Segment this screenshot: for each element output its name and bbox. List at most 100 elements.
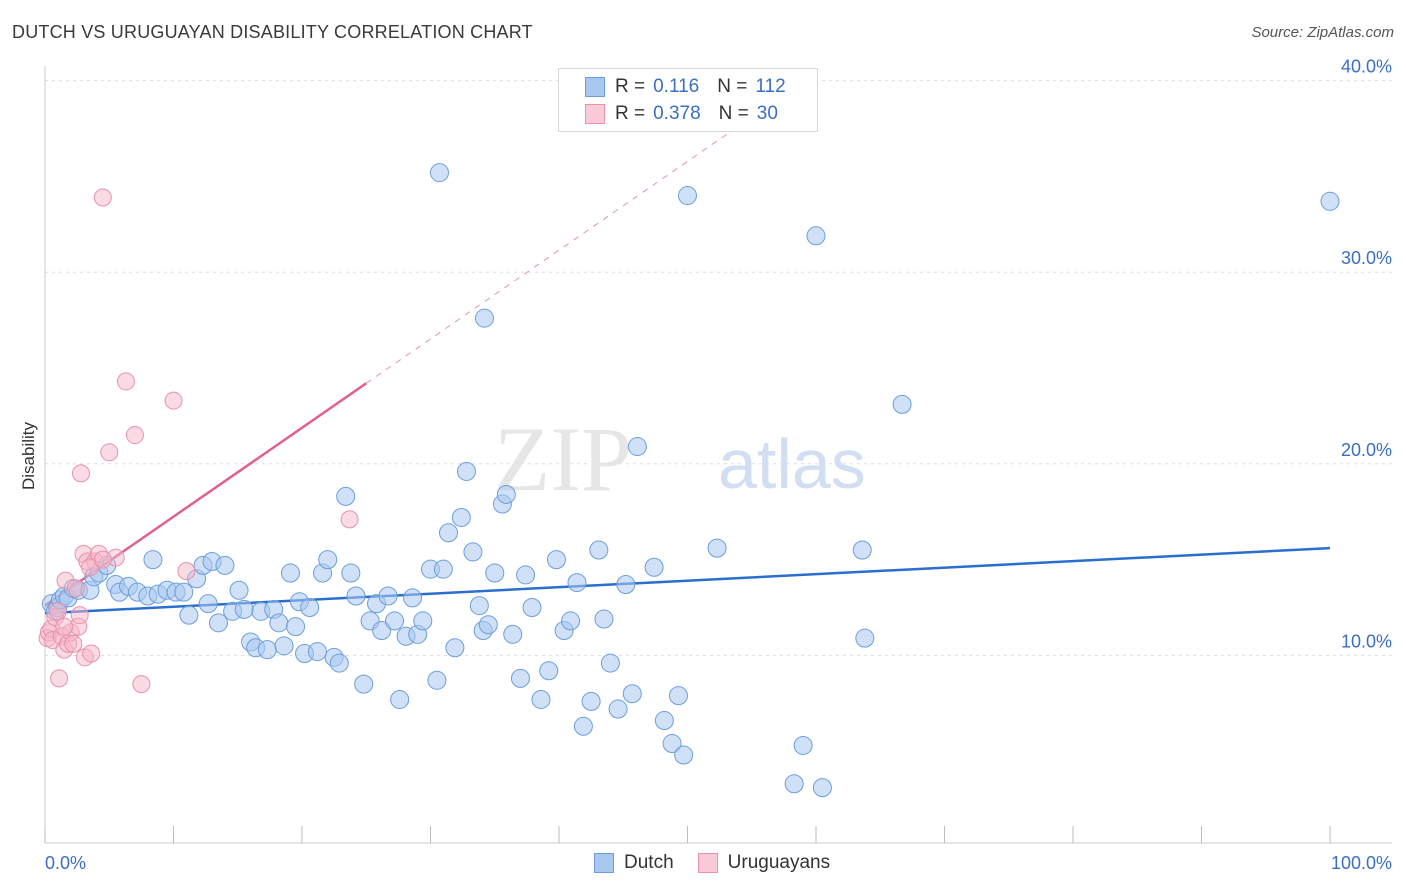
series-legend: Dutch Uruguayans <box>594 852 854 874</box>
dutch-point <box>445 638 465 658</box>
dutch-point <box>516 565 536 585</box>
dutch-point <box>463 542 483 562</box>
dutch-point <box>478 615 498 635</box>
tick-labels: 10.0% 20.0% 30.0% 40.0% 0.0% 100.0% <box>45 57 1392 873</box>
dutch-point <box>433 559 453 579</box>
dutch-point <box>318 550 338 570</box>
uruguayan-point <box>177 562 196 581</box>
dutch-point <box>286 617 306 637</box>
uruguayan-points <box>38 188 359 694</box>
y-tick-label: 10.0% <box>1341 631 1392 651</box>
dutch-point <box>372 620 392 640</box>
dutch-point <box>784 774 804 794</box>
dutch-point <box>469 596 489 616</box>
dutch-point <box>644 557 664 577</box>
dutch-point <box>280 563 300 583</box>
dutch-point <box>346 586 366 606</box>
uruguayan-point <box>93 188 112 207</box>
dutch-point <box>179 605 199 625</box>
uruguayan-point <box>55 617 74 636</box>
uruguayan-point <box>66 579 85 598</box>
y-tick-label: 30.0% <box>1341 248 1392 268</box>
legend-label-dutch: Dutch <box>624 852 674 873</box>
dutch-point <box>892 394 912 414</box>
dutch-point <box>198 594 218 614</box>
dutch-point <box>812 778 832 798</box>
n-label: N = <box>717 76 748 97</box>
dutch-point <box>354 674 374 694</box>
dutch-point <box>274 636 294 656</box>
dutch-point <box>307 642 327 662</box>
uruguayan-point <box>125 426 144 445</box>
r-value: 0.378 <box>653 103 701 124</box>
dutch-point <box>429 163 449 183</box>
n-value: 30 <box>756 103 778 124</box>
dutch-point <box>594 609 614 629</box>
uruguayan-point <box>93 550 112 569</box>
dutch-point <box>662 734 682 754</box>
uruguayan-point <box>340 510 359 529</box>
uruguayan-point <box>82 644 101 663</box>
y-axis-label: Disability <box>19 421 38 490</box>
dutch-point <box>438 523 458 543</box>
dutch-swatch <box>594 853 614 873</box>
source-label: Source: ZipAtlas.com <box>1251 24 1394 41</box>
n-value: 112 <box>755 76 786 97</box>
dutch-point <box>616 575 636 595</box>
dutch-point <box>561 611 581 631</box>
dutch-point <box>143 550 163 570</box>
dutch-point <box>600 653 620 673</box>
uruguayan-point <box>132 675 151 694</box>
legend-label-uruguayans: Uruguayans <box>727 852 831 873</box>
dutch-point <box>793 735 813 755</box>
dutch-point <box>707 538 727 558</box>
x-tick-label: 100.0% <box>1331 853 1392 873</box>
watermark-atlas: atlas <box>718 425 866 503</box>
dutch-point <box>546 550 566 570</box>
grid-lines <box>45 80 1392 656</box>
dutch-point <box>654 711 674 731</box>
legend-item-dutch: Dutch <box>594 852 674 874</box>
dutch-point <box>385 611 405 631</box>
uruguayan-point <box>50 669 69 688</box>
legend-row-uruguayans: R = 0.378 N = 30 <box>585 102 796 126</box>
dutch-point <box>215 555 235 575</box>
dutch-point <box>485 563 505 583</box>
dutch-point <box>390 689 410 709</box>
dutch-point <box>208 613 228 633</box>
dutch-point <box>852 540 872 560</box>
dutch-point <box>456 461 476 481</box>
dutch-point <box>336 486 356 506</box>
dutch-point <box>622 684 642 704</box>
legend-row-dutch: R = 0.116 N = 112 <box>585 75 804 99</box>
dutch-point <box>174 582 194 602</box>
dutch-point <box>510 668 530 688</box>
dutch-point <box>474 308 494 328</box>
dutch-point <box>413 611 433 631</box>
uruguayan-trend-extension <box>365 116 753 384</box>
dutch-point <box>496 484 516 504</box>
dutch-point <box>1320 191 1340 211</box>
dutch-point <box>589 540 609 560</box>
n-label: N = <box>718 103 749 124</box>
legend-box: R = 0.116 N = 112 R = 0.378 N = 30 <box>558 68 818 132</box>
x-tick-label: 0.0% <box>45 853 86 873</box>
dutch-point <box>581 691 601 711</box>
dutch-point <box>678 186 697 206</box>
dutch-point <box>329 653 349 673</box>
uruguayan-point <box>116 372 135 391</box>
uruguayan-point <box>64 634 83 653</box>
legend-item-uruguayans: Uruguayans <box>697 852 831 874</box>
dutch-point <box>427 670 447 690</box>
dutch-point <box>378 586 398 606</box>
dutch-point <box>674 745 694 765</box>
dutch-point <box>300 598 320 617</box>
dutch-point <box>503 624 523 644</box>
dutch-point <box>608 699 628 719</box>
watermark: ZIP atlas <box>494 408 866 510</box>
dutch-point <box>234 599 254 619</box>
uruguayan-point <box>164 391 183 410</box>
dutch-point <box>257 640 277 660</box>
dutch-point <box>229 580 249 600</box>
dutch-point <box>806 226 826 246</box>
